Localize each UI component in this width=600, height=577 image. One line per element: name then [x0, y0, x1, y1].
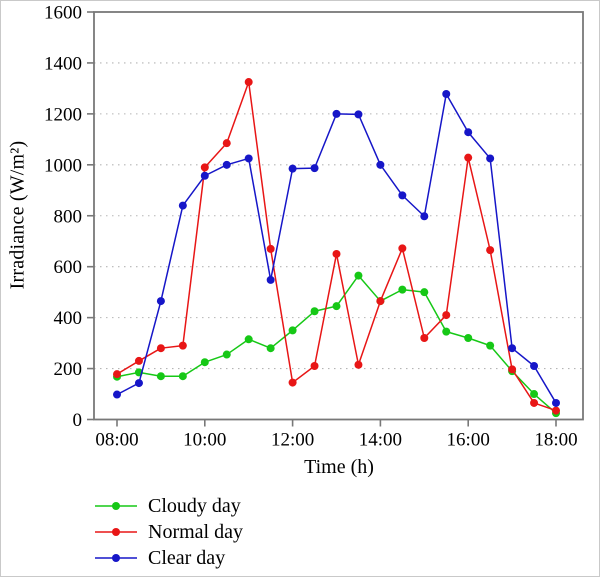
x-axis-title: Time (h): [304, 456, 374, 478]
x-tick-label: 18:00: [534, 430, 577, 451]
y-tick-label: 400: [54, 308, 83, 329]
data-point-clear-day: [310, 164, 319, 173]
x-tick-label: 10:00: [183, 430, 226, 451]
y-tick-label: 1400: [44, 53, 82, 74]
data-point-normal-day: [222, 139, 231, 148]
data-point-clear-day: [420, 212, 429, 221]
data-point-cloudy-day: [398, 285, 407, 294]
data-point-normal-day: [332, 249, 341, 258]
data-point-clear-day: [486, 154, 495, 163]
x-tick-label: 14:00: [359, 430, 402, 451]
data-point-cloudy-day: [310, 307, 319, 316]
data-point-cloudy-day: [530, 390, 539, 399]
data-point-cloudy-day: [156, 372, 165, 381]
legend-marker-cloudy-day-icon: [95, 502, 137, 510]
x-tick-label: 12:00: [271, 430, 314, 451]
legend-item-cloudy-day: Cloudy day: [94, 494, 243, 518]
data-point-clear-day: [508, 344, 517, 353]
data-point-cloudy-day: [442, 327, 451, 336]
y-tick-label: 1200: [44, 104, 82, 125]
y-tick-label: 600: [54, 257, 83, 278]
legend: Cloudy day Normal day Clear day: [94, 494, 243, 570]
data-point-normal-day: [552, 406, 560, 415]
data-point-clear-day: [376, 160, 385, 169]
data-point-normal-day: [200, 163, 209, 172]
data-point-normal-day: [156, 344, 165, 353]
data-point-clear-day: [464, 128, 473, 137]
data-point-normal-day: [398, 244, 407, 253]
data-point-clear-day: [552, 398, 560, 407]
data-point-clear-day: [134, 379, 143, 388]
data-point-cloudy-day: [486, 341, 495, 350]
data-point-cloudy-day: [332, 302, 341, 311]
y-tick-label: 800: [54, 206, 83, 227]
data-point-clear-day: [288, 164, 297, 173]
data-point-cloudy-day: [354, 271, 363, 280]
data-point-clear-day: [398, 191, 407, 200]
y-tick-label: 1000: [44, 155, 82, 176]
data-point-clear-day: [530, 362, 539, 371]
legend-label-cloudy-day: Cloudy day: [148, 494, 241, 517]
data-point-normal-day: [530, 398, 539, 407]
data-point-normal-day: [178, 341, 187, 350]
legend-item-clear-day: Clear day: [94, 546, 243, 570]
data-point-clear-day: [442, 90, 451, 99]
data-point-normal-day: [420, 334, 429, 342]
data-point-clear-day: [200, 171, 209, 180]
data-point-normal-day: [464, 153, 473, 162]
y-tick-label: 200: [54, 359, 83, 380]
legend-marker-clear-day-icon: [95, 554, 137, 562]
data-point-cloudy-day: [288, 326, 297, 335]
data-point-clear-day: [244, 154, 253, 163]
data-point-normal-day: [508, 365, 517, 374]
x-tick-label: 16:00: [447, 430, 490, 451]
data-point-normal-day: [442, 311, 451, 320]
data-point-clear-day: [178, 201, 187, 210]
data-point-clear-day: [266, 275, 275, 284]
data-point-normal-day: [244, 78, 253, 87]
data-point-cloudy-day: [200, 358, 209, 367]
data-point-cloudy-day: [178, 372, 187, 381]
data-point-normal-day: [266, 244, 275, 253]
data-point-clear-day: [354, 110, 363, 119]
legend-item-normal-day: Normal day: [94, 520, 243, 544]
data-point-cloudy-day: [244, 335, 253, 344]
data-point-cloudy-day: [464, 334, 473, 342]
data-point-clear-day: [113, 390, 121, 399]
data-point-cloudy-day: [420, 288, 429, 297]
legend-label-clear-day: Clear day: [148, 546, 226, 569]
data-point-normal-day: [134, 356, 143, 365]
data-point-normal-day: [310, 362, 319, 371]
data-point-cloudy-day: [222, 350, 231, 359]
data-point-clear-day: [332, 109, 341, 118]
data-point-cloudy-day: [266, 344, 275, 353]
legend-marker-normal-day-icon: [95, 528, 137, 536]
legend-label-normal-day: Normal day: [148, 520, 243, 543]
x-tick-label: 08:00: [95, 430, 138, 451]
y-tick-label: 1600: [44, 3, 82, 24]
data-point-clear-day: [222, 160, 231, 169]
y-tick-label: 0: [73, 410, 83, 431]
data-point-clear-day: [156, 297, 165, 306]
data-point-normal-day: [288, 378, 297, 387]
y-axis-title: Irradiance (W/m²): [6, 140, 29, 290]
data-point-normal-day: [376, 297, 385, 306]
data-point-normal-day: [113, 370, 121, 379]
data-point-normal-day: [354, 360, 363, 369]
data-point-normal-day: [486, 246, 495, 255]
